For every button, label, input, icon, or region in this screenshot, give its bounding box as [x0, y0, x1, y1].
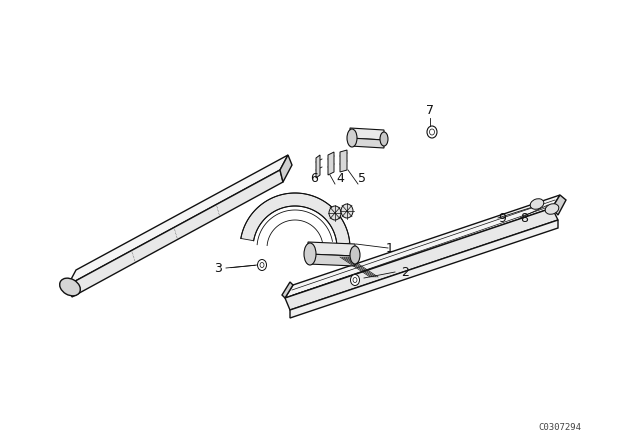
Ellipse shape — [351, 275, 360, 285]
Polygon shape — [350, 138, 384, 148]
Polygon shape — [68, 170, 283, 297]
Text: 3: 3 — [214, 262, 222, 275]
Text: 7: 7 — [426, 103, 434, 116]
Polygon shape — [68, 155, 288, 285]
Text: 4: 4 — [336, 172, 344, 185]
Ellipse shape — [545, 204, 559, 214]
Polygon shape — [241, 193, 350, 244]
Text: 1: 1 — [386, 241, 394, 254]
Ellipse shape — [429, 129, 435, 135]
Text: 8: 8 — [520, 211, 528, 224]
Text: 5: 5 — [358, 172, 366, 185]
Ellipse shape — [530, 199, 544, 209]
Polygon shape — [328, 152, 334, 175]
Ellipse shape — [341, 204, 353, 218]
Polygon shape — [340, 150, 347, 172]
Polygon shape — [285, 208, 558, 310]
Polygon shape — [282, 282, 293, 298]
Ellipse shape — [260, 263, 264, 267]
Ellipse shape — [380, 132, 388, 146]
Polygon shape — [308, 254, 355, 266]
Text: C0307294: C0307294 — [538, 423, 582, 432]
Text: 9: 9 — [498, 211, 506, 224]
Polygon shape — [316, 155, 320, 178]
Ellipse shape — [427, 126, 437, 138]
Polygon shape — [308, 242, 355, 256]
Polygon shape — [280, 155, 292, 182]
Polygon shape — [350, 128, 384, 140]
Polygon shape — [290, 220, 558, 318]
Ellipse shape — [347, 129, 357, 147]
Ellipse shape — [304, 243, 316, 265]
Polygon shape — [285, 195, 560, 298]
Text: 6: 6 — [310, 172, 318, 185]
Ellipse shape — [350, 246, 360, 264]
Ellipse shape — [329, 206, 341, 220]
Ellipse shape — [60, 278, 81, 296]
Text: 2: 2 — [401, 266, 409, 279]
Ellipse shape — [353, 277, 357, 283]
Polygon shape — [552, 195, 566, 215]
Ellipse shape — [257, 259, 266, 271]
